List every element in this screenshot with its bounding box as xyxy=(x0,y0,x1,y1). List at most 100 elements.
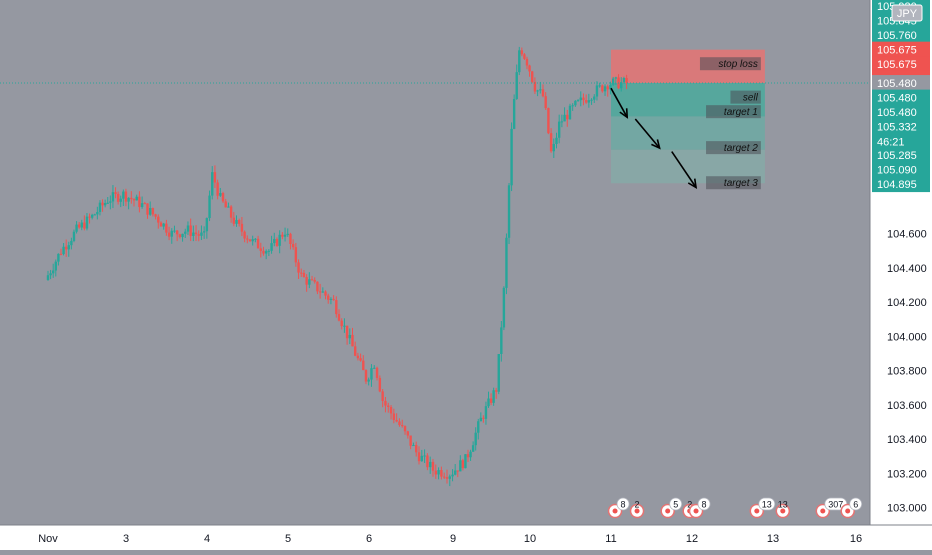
event-marker-6[interactable]: 6 xyxy=(840,497,863,519)
candle xyxy=(477,418,480,440)
candle xyxy=(541,84,545,98)
candle xyxy=(401,419,404,428)
annotation-label: stop loss xyxy=(718,59,757,70)
events-layer[interactable]: 8 2 5 2 8 13 13 307 6 xyxy=(607,497,863,519)
candle xyxy=(46,270,50,281)
candle xyxy=(515,64,518,100)
candle xyxy=(445,469,449,484)
candle xyxy=(96,206,99,220)
candle xyxy=(479,412,483,422)
candle xyxy=(362,355,365,371)
candle xyxy=(563,107,566,122)
event-count: 5 xyxy=(673,500,678,510)
candle xyxy=(67,241,70,257)
candle xyxy=(359,353,362,362)
candle xyxy=(106,196,109,205)
candle xyxy=(409,435,412,450)
candle xyxy=(75,221,78,234)
candle xyxy=(579,91,582,107)
candle xyxy=(224,198,227,208)
candle xyxy=(459,455,462,472)
annotation-label: target 2 xyxy=(724,143,758,154)
candle xyxy=(533,77,537,95)
candle xyxy=(448,474,451,487)
candle xyxy=(343,318,346,333)
arrow-2 xyxy=(634,118,661,150)
candle xyxy=(387,402,390,413)
candle xyxy=(406,430,410,439)
candle xyxy=(576,99,580,102)
price-label: 105.480 xyxy=(872,75,930,92)
event-count: 8 xyxy=(621,500,626,510)
candle xyxy=(351,327,354,347)
event-count: 6 xyxy=(853,500,858,510)
annotations-layer: stop loss sell target 1 target 2 target 3 xyxy=(699,57,761,190)
candle xyxy=(211,166,214,200)
annotation-1[interactable]: stop loss xyxy=(699,57,761,71)
candle xyxy=(227,202,230,208)
candle xyxy=(116,191,120,205)
event-marker-3[interactable]: 8 xyxy=(688,497,711,519)
candle xyxy=(512,94,516,130)
y-tick-label: 104.000 xyxy=(887,331,927,343)
annotation-3[interactable]: target 1 xyxy=(706,105,761,119)
candle xyxy=(256,235,260,249)
candle xyxy=(367,377,370,386)
annotation-label: target 3 xyxy=(724,178,758,189)
candle xyxy=(487,391,490,408)
candle xyxy=(595,81,599,101)
price-label: 105.480 xyxy=(872,104,930,121)
candle xyxy=(283,227,287,242)
event-count-secondary: 2 xyxy=(635,500,640,510)
candle xyxy=(229,205,233,223)
candle xyxy=(557,114,561,144)
candle xyxy=(109,195,112,210)
candle xyxy=(622,76,626,84)
svg-text:104.895: 104.895 xyxy=(877,179,917,191)
candle xyxy=(531,70,534,84)
candle xyxy=(544,92,547,110)
candle xyxy=(466,449,470,462)
candle xyxy=(482,415,485,423)
candle xyxy=(146,203,149,219)
candle xyxy=(437,467,440,480)
symbol-badge[interactable]: JPY xyxy=(891,4,923,22)
candle xyxy=(270,235,273,254)
candle xyxy=(175,230,179,242)
candle xyxy=(464,454,467,469)
y-tick-label: 103.200 xyxy=(887,468,927,480)
candle xyxy=(208,190,211,222)
candle xyxy=(186,221,190,235)
candle xyxy=(51,263,55,278)
annotation-4[interactable]: target 2 xyxy=(706,141,761,155)
candle xyxy=(291,239,295,250)
candle xyxy=(375,366,379,381)
x-axis-panel[interactable] xyxy=(0,525,932,550)
candle xyxy=(200,225,203,241)
candle xyxy=(278,230,281,254)
candle xyxy=(574,100,577,107)
candle xyxy=(267,249,271,257)
svg-text:105.480: 105.480 xyxy=(877,78,917,90)
candle xyxy=(49,269,52,280)
candle xyxy=(453,464,457,476)
event-marker-4[interactable]: 13 13 xyxy=(749,497,791,519)
svg-text:46:21: 46:21 xyxy=(877,136,905,148)
event-marker-5[interactable]: 307 xyxy=(815,497,848,519)
annotation-2[interactable]: sell xyxy=(730,90,761,104)
candle xyxy=(101,199,104,212)
candle xyxy=(240,216,244,237)
candle xyxy=(440,466,443,480)
candle xyxy=(520,47,524,57)
candle xyxy=(329,297,333,305)
x-tick-label: 4 xyxy=(204,533,210,545)
svg-text:105.332: 105.332 xyxy=(877,122,917,134)
candle xyxy=(582,93,585,106)
annotation-5[interactable]: target 3 xyxy=(706,176,761,190)
candle xyxy=(62,242,65,256)
price-labels: 105.930105.845105.760105.675105.675105.6… xyxy=(872,0,930,193)
candle xyxy=(337,309,341,322)
candle xyxy=(262,246,265,256)
